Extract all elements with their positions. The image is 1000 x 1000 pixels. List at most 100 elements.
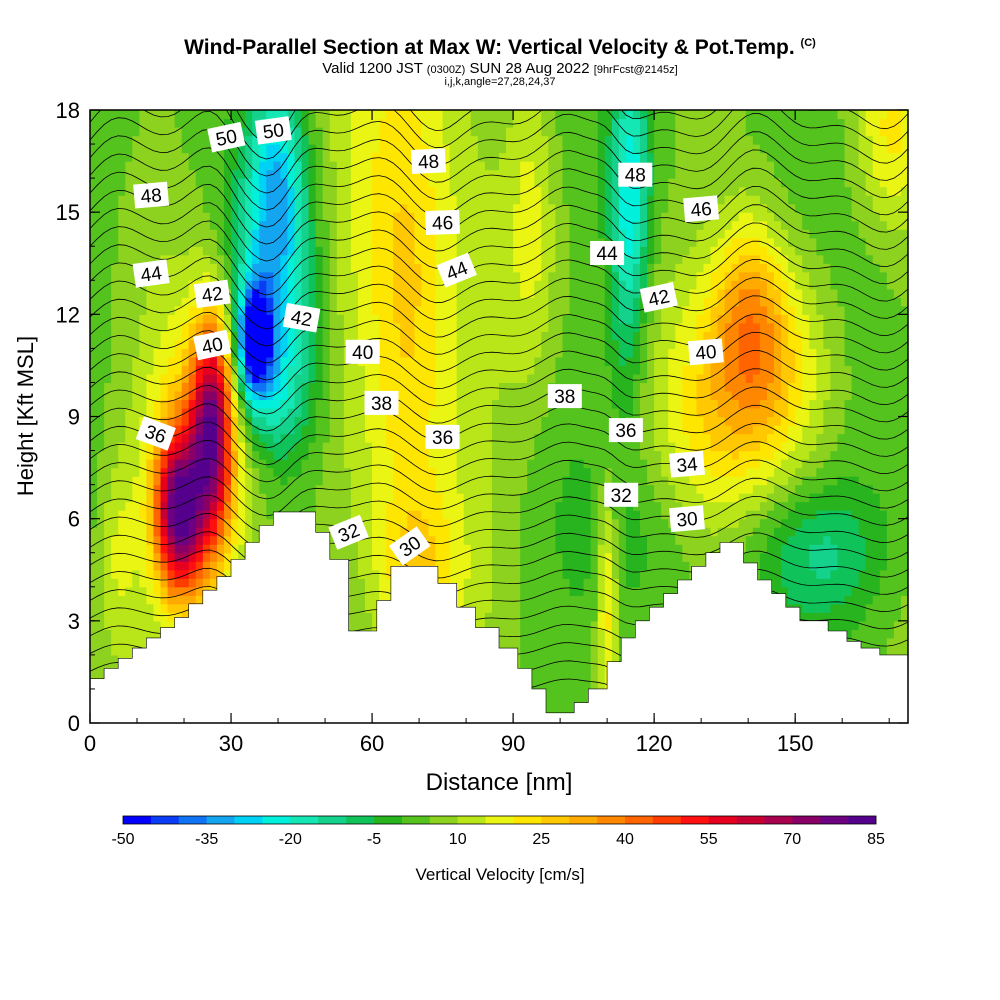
w-cell	[118, 561, 126, 571]
w-cell	[506, 135, 514, 145]
w-cell	[125, 305, 133, 315]
w-cell	[139, 237, 148, 247]
w-cell	[386, 135, 394, 145]
w-cell	[506, 484, 514, 494]
w-cell	[153, 535, 162, 545]
w-cell	[400, 510, 408, 520]
w-cell	[414, 450, 423, 460]
w-cell	[245, 365, 253, 375]
w-cell	[118, 425, 126, 435]
w-cell	[280, 271, 289, 281]
w-cell	[393, 416, 401, 426]
w-cell	[209, 356, 218, 367]
w-cell	[301, 212, 310, 222]
w-cell	[372, 484, 380, 494]
w-cell	[188, 518, 197, 528]
w-cell	[407, 365, 415, 375]
w-cell	[372, 493, 380, 503]
w-cell	[569, 263, 578, 273]
w-cell	[181, 331, 190, 341]
w-cell	[216, 484, 225, 494]
w-cell	[167, 110, 176, 120]
w-cell	[231, 484, 239, 494]
w-cell	[315, 195, 324, 205]
w-cell	[90, 425, 98, 435]
w-cell	[294, 135, 303, 145]
w-cell	[463, 586, 472, 596]
w-cell	[301, 110, 310, 120]
w-cell	[400, 407, 408, 418]
w-cell	[231, 493, 239, 503]
w-cell	[527, 229, 535, 239]
w-cell	[365, 493, 373, 503]
w-cell	[188, 152, 197, 162]
w-cell	[548, 552, 557, 562]
w-cell	[259, 476, 267, 486]
w-cell	[506, 595, 514, 605]
w-cell	[350, 603, 359, 613]
w-cell	[104, 450, 112, 460]
w-cell	[513, 629, 521, 639]
w-cell	[400, 365, 408, 375]
w-cell	[407, 297, 415, 307]
w-cell	[400, 390, 408, 401]
w-cell	[245, 229, 253, 239]
w-cell	[287, 442, 296, 452]
w-cell	[111, 339, 119, 349]
w-cell	[421, 433, 430, 443]
w-cell	[357, 620, 366, 630]
w-cell	[456, 552, 465, 562]
w-cell	[343, 476, 352, 486]
w-cell	[442, 467, 451, 477]
w-cell	[520, 612, 528, 622]
w-cell	[365, 476, 373, 486]
w-cell	[386, 314, 394, 324]
w-cell	[174, 297, 183, 307]
w-cell	[449, 127, 458, 137]
w-cell	[266, 373, 274, 384]
w-cell	[273, 110, 281, 120]
w-cell	[111, 620, 119, 630]
w-cell	[548, 127, 557, 137]
w-cell	[104, 544, 112, 554]
w-cell	[386, 527, 394, 537]
w-cell	[555, 263, 564, 273]
w-cell	[365, 535, 373, 545]
w-cell	[97, 425, 105, 435]
w-cell	[428, 544, 437, 554]
w-cell	[407, 195, 415, 205]
w-cell	[301, 297, 310, 307]
w-cell	[506, 203, 514, 213]
w-cell	[393, 527, 401, 537]
w-cell	[160, 493, 169, 503]
w-cell	[174, 578, 183, 588]
w-cell	[343, 390, 352, 401]
w-cell	[301, 144, 310, 154]
w-cell	[365, 195, 373, 205]
w-cell	[520, 425, 528, 435]
w-cell	[259, 178, 267, 188]
w-cell	[139, 152, 148, 162]
w-cell	[548, 595, 557, 605]
w-cell	[308, 254, 317, 264]
w-cell	[428, 501, 437, 511]
w-cell	[195, 110, 204, 120]
w-cell	[294, 425, 303, 435]
w-cell	[484, 493, 493, 503]
w-cell	[132, 595, 140, 605]
w-cell	[548, 373, 557, 384]
w-cell	[576, 527, 585, 537]
w-cell	[548, 212, 557, 222]
w-cell	[104, 382, 112, 392]
w-cell	[216, 186, 225, 196]
w-cell	[252, 476, 260, 486]
w-cell	[421, 476, 430, 486]
w-cell	[534, 425, 542, 435]
w-cell	[484, 612, 493, 622]
w-cell	[167, 407, 176, 418]
w-cell	[477, 110, 486, 120]
w-cell	[484, 127, 493, 137]
w-cell	[548, 195, 557, 205]
w-cell	[174, 212, 183, 222]
w-cell	[223, 110, 232, 120]
